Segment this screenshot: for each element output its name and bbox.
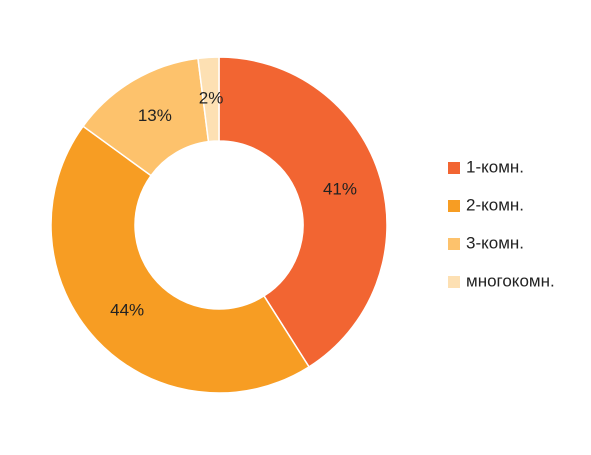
data-label: 2% xyxy=(199,89,224,108)
donut-slice xyxy=(197,56,220,143)
legend-label: 3-комн. xyxy=(466,233,524,252)
legend-swatch xyxy=(448,238,460,250)
legend-swatch xyxy=(448,276,460,288)
data-label: 13% xyxy=(138,106,172,125)
data-label: 41% xyxy=(323,179,357,198)
legend-label: 1-комн. xyxy=(466,157,524,176)
donut-slice xyxy=(218,56,388,368)
legend-label: 2-комн. xyxy=(466,195,524,214)
legend-swatch xyxy=(448,162,460,174)
legend-swatch xyxy=(448,200,460,212)
legend-label: многокомн. xyxy=(466,271,555,290)
data-label: 44% xyxy=(110,301,144,320)
donut-slice xyxy=(50,125,311,394)
